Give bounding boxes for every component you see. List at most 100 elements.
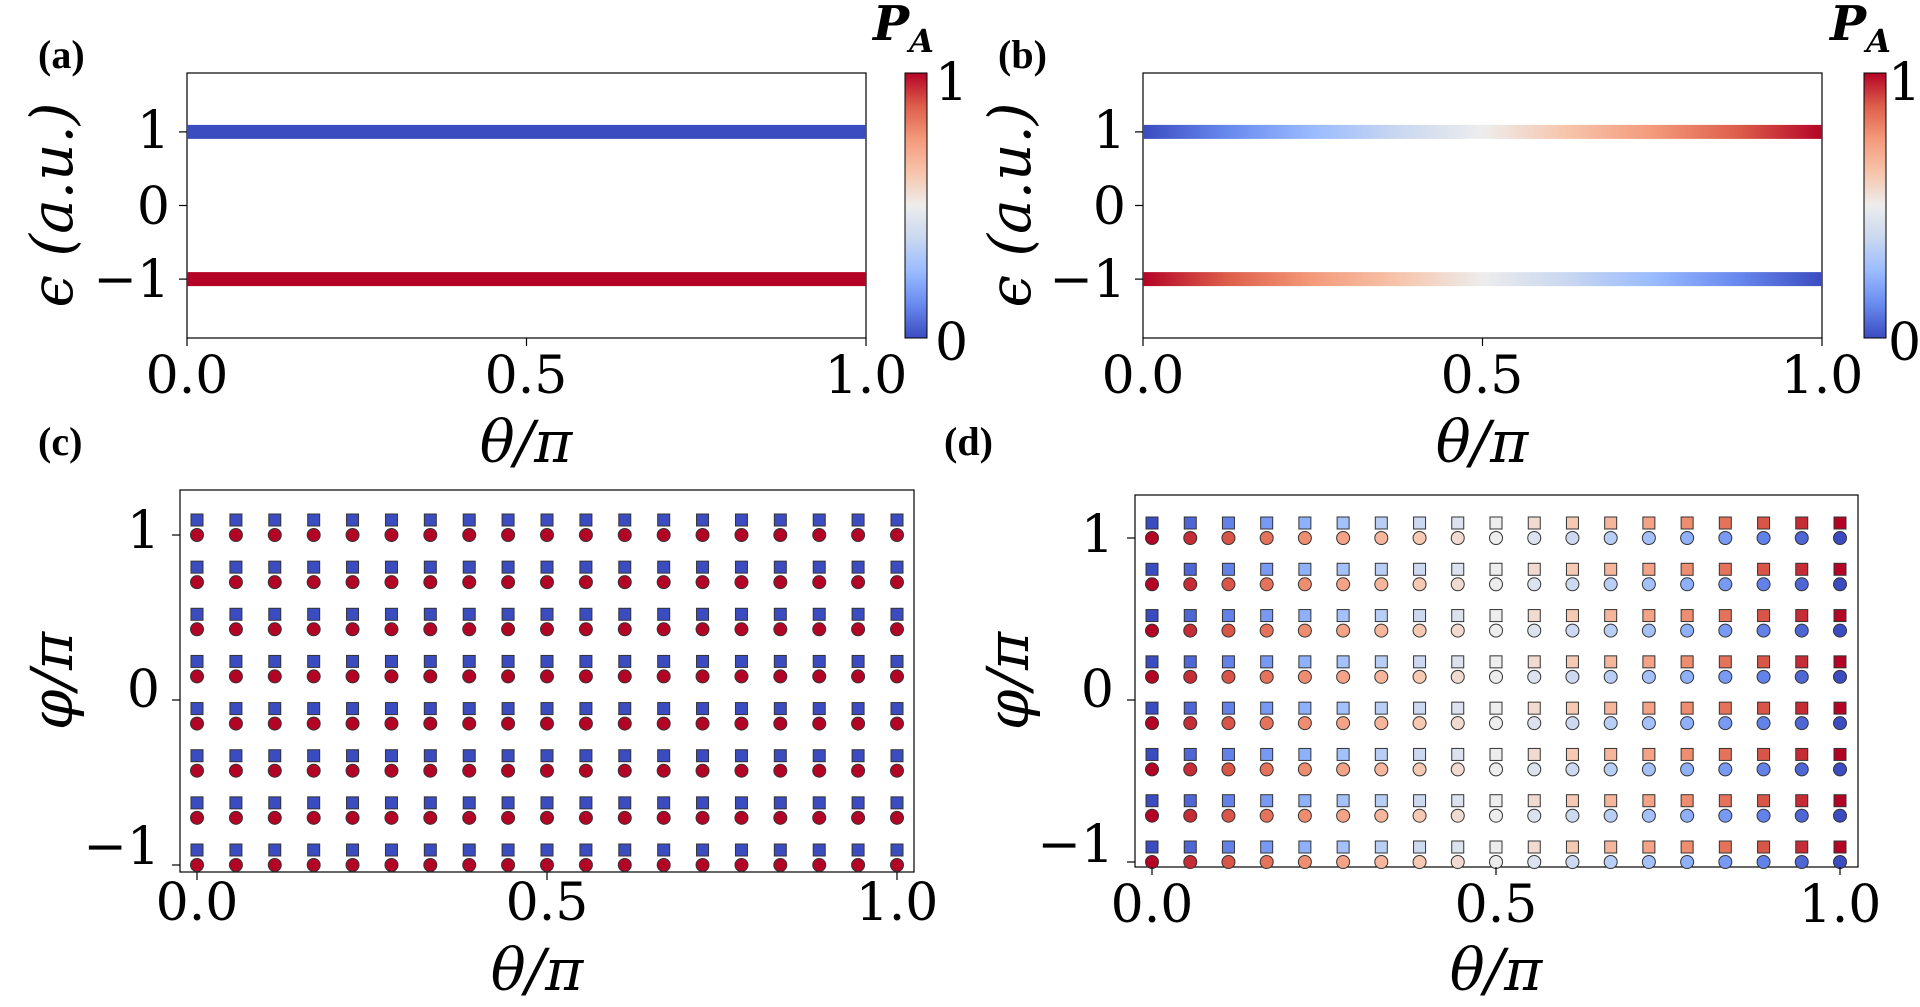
square-c-6-13 (696, 560, 710, 574)
circle-c-0-11 (617, 858, 632, 872)
plot-frame-a (186, 72, 867, 339)
circle-c-6-14 (734, 575, 749, 590)
circle-d-5-8 (1450, 623, 1465, 638)
circle-d-3-17 (1794, 716, 1809, 731)
square-d-5-0 (1145, 609, 1159, 623)
circle-d-1-3 (1259, 808, 1274, 823)
colorbar-a: 1 0 PA (871, 0, 968, 373)
square-c-3-2 (268, 702, 282, 716)
circle-c-0-17 (851, 858, 866, 872)
circle-d-4-18 (1833, 669, 1847, 684)
square-d-3-9 (1489, 701, 1503, 715)
circle-d-5-10 (1527, 623, 1542, 638)
circle-c-5-18 (890, 622, 904, 637)
square-d-2-14 (1680, 747, 1694, 761)
circle-c-6-0 (190, 575, 204, 590)
circle-d-7-14 (1680, 531, 1695, 545)
circle-d-5-3 (1259, 623, 1274, 638)
square-c-0-16 (812, 843, 826, 857)
circle-d-1-13 (1641, 808, 1656, 823)
circle-d-1-11 (1565, 808, 1580, 823)
circle-d-5-18 (1833, 623, 1847, 638)
circle-c-5-1 (228, 622, 243, 637)
circle-c-7-17 (851, 528, 866, 542)
circle-d-4-11 (1565, 669, 1580, 684)
square-d-6-9 (1489, 562, 1503, 576)
circle-c-6-1 (228, 575, 243, 590)
circle-d-7-11 (1565, 531, 1580, 545)
square-c-1-9 (540, 796, 554, 810)
circle-d-7-10 (1527, 531, 1542, 545)
band-a-lower (187, 272, 866, 287)
xtick-a-2: 1.0 (825, 346, 908, 406)
circle-d-5-5 (1336, 623, 1351, 638)
colorbar-b-max: 1 (1888, 53, 1920, 113)
square-d-5-6 (1374, 609, 1388, 623)
square-c-1-16 (812, 796, 826, 810)
square-d-5-9 (1489, 609, 1503, 623)
circle-d-0-15 (1718, 855, 1733, 869)
square-d-0-17 (1795, 840, 1809, 854)
square-d-2-4 (1298, 747, 1312, 761)
circle-c-7-16 (812, 528, 827, 542)
square-c-3-6 (423, 702, 437, 716)
square-d-6-5 (1336, 562, 1350, 576)
ytick-c-top: 1 (127, 501, 160, 561)
circle-c-1-2 (267, 810, 282, 825)
circle-d-4-17 (1794, 669, 1809, 684)
square-c-2-7 (462, 749, 476, 763)
circle-c-6-12 (656, 575, 671, 590)
square-c-5-12 (657, 607, 671, 621)
circle-d-3-0 (1145, 716, 1159, 731)
square-c-6-3 (307, 560, 321, 574)
square-d-2-11 (1565, 747, 1579, 761)
circle-c-3-8 (501, 716, 516, 731)
square-c-0-2 (268, 843, 282, 857)
circle-c-1-8 (501, 810, 516, 825)
circle-c-7-10 (578, 528, 593, 542)
panel-c: 1 0 −1 0.0 0.5 1.0 θ/π φ/π (18, 489, 938, 1004)
circle-c-3-18 (890, 716, 904, 731)
square-d-4-12 (1604, 655, 1618, 669)
square-d-4-9 (1489, 655, 1503, 669)
colorbar-b-bar (1863, 72, 1887, 339)
square-c-5-16 (812, 607, 826, 621)
circle-c-2-4 (345, 763, 360, 778)
circle-c-2-9 (540, 763, 554, 778)
square-c-4-2 (268, 654, 282, 668)
square-d-5-4 (1298, 609, 1312, 623)
square-c-2-18 (890, 749, 904, 763)
square-d-3-17 (1795, 701, 1809, 715)
circle-c-4-11 (617, 669, 632, 684)
circle-d-7-3 (1259, 531, 1274, 545)
circle-c-6-15 (773, 575, 788, 590)
square-c-0-17 (851, 843, 865, 857)
square-d-4-17 (1795, 655, 1809, 669)
square-c-0-9 (540, 843, 554, 857)
square-c-6-1 (229, 560, 243, 574)
circle-d-5-17 (1794, 623, 1809, 638)
square-c-5-2 (268, 607, 282, 621)
square-d-2-12 (1604, 747, 1618, 761)
colorbar-a-title: PA (871, 0, 934, 60)
circle-d-6-1 (1183, 577, 1198, 592)
square-c-0-12 (657, 843, 671, 857)
square-d-1-4 (1298, 794, 1312, 808)
square-c-3-7 (462, 702, 476, 716)
square-c-3-4 (346, 702, 360, 716)
square-d-2-7 (1413, 747, 1427, 761)
circle-d-6-2 (1221, 577, 1236, 592)
square-d-5-16 (1757, 609, 1771, 623)
ytick-b-mid: 0 (1093, 177, 1126, 237)
square-c-7-1 (229, 513, 243, 527)
square-c-2-17 (851, 749, 865, 763)
circle-d-6-11 (1565, 577, 1580, 592)
square-d-5-2 (1221, 609, 1235, 623)
circle-d-2-6 (1374, 762, 1389, 777)
circle-c-2-14 (734, 763, 749, 778)
square-d-5-7 (1413, 609, 1427, 623)
square-c-5-3 (307, 607, 321, 621)
circle-c-5-16 (812, 622, 827, 637)
circle-d-1-18 (1833, 808, 1847, 823)
circle-c-7-9 (540, 528, 554, 542)
